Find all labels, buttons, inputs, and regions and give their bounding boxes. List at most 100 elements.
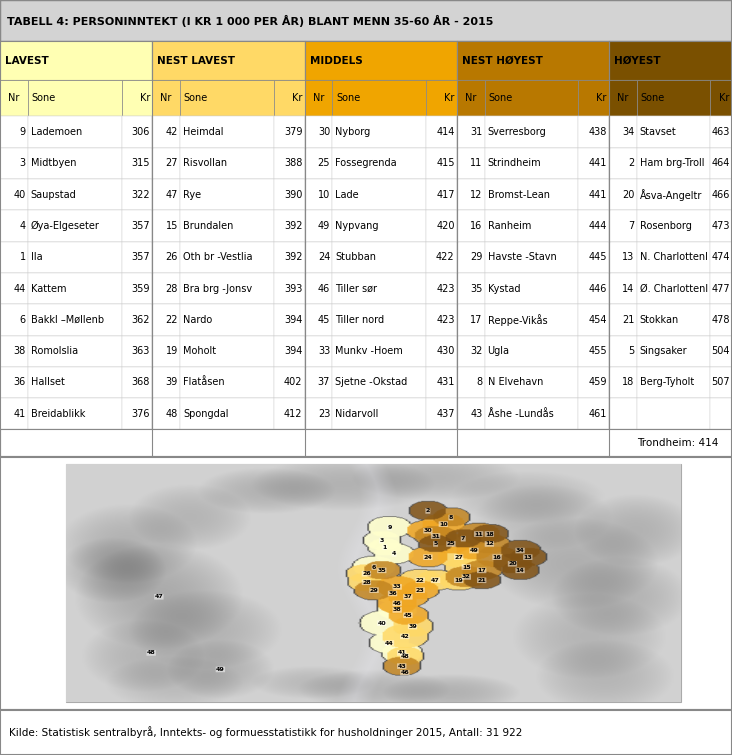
Text: Moholt: Moholt <box>183 346 216 356</box>
Bar <box>710 367 732 398</box>
Bar <box>609 304 637 335</box>
Bar <box>305 148 332 179</box>
Text: Tiller sør: Tiller sør <box>335 284 377 294</box>
Text: 42: 42 <box>165 127 178 137</box>
Bar <box>0 211 732 242</box>
Bar <box>637 242 710 273</box>
Bar <box>180 116 274 148</box>
Bar <box>122 116 152 148</box>
Bar <box>609 116 637 148</box>
Bar <box>578 335 609 367</box>
Text: 17: 17 <box>477 568 486 573</box>
Text: 357: 357 <box>132 252 150 262</box>
Bar <box>332 304 426 335</box>
Bar <box>0 398 28 430</box>
Bar <box>457 211 485 242</box>
Bar <box>0 335 732 367</box>
Text: Kattem: Kattem <box>31 284 66 294</box>
Bar <box>332 211 426 242</box>
Text: Hallset: Hallset <box>31 378 64 387</box>
Text: Midtbyen: Midtbyen <box>31 159 76 168</box>
Bar <box>609 335 637 367</box>
Text: Rye: Rye <box>183 190 201 200</box>
Text: 15: 15 <box>462 565 471 569</box>
Bar <box>457 273 485 304</box>
Bar <box>485 242 578 273</box>
Text: 31: 31 <box>431 534 440 538</box>
Bar <box>28 80 122 116</box>
Bar <box>485 80 578 116</box>
Bar <box>28 179 122 211</box>
Text: 36: 36 <box>13 378 26 387</box>
Text: 26: 26 <box>362 572 371 576</box>
Text: 49: 49 <box>470 548 479 553</box>
Bar <box>152 304 180 335</box>
Text: 45: 45 <box>403 613 412 618</box>
Bar <box>426 304 457 335</box>
Text: N. Charlottenl: N. Charlottenl <box>640 252 708 262</box>
Bar <box>710 335 732 367</box>
Text: 46: 46 <box>318 284 330 294</box>
Text: 423: 423 <box>436 315 455 325</box>
Bar <box>457 116 485 148</box>
Text: 43: 43 <box>397 664 406 669</box>
Bar <box>0 242 732 273</box>
Text: 29: 29 <box>470 252 482 262</box>
Bar <box>0 430 732 457</box>
Text: Sone: Sone <box>336 93 360 103</box>
Text: 27: 27 <box>455 555 463 559</box>
Bar <box>180 335 274 367</box>
Bar <box>609 242 637 273</box>
Bar <box>122 398 152 430</box>
Text: Åsva-Angeltr: Åsva-Angeltr <box>640 189 702 201</box>
Bar <box>122 80 152 116</box>
Text: 37: 37 <box>318 378 330 387</box>
Text: 454: 454 <box>589 315 607 325</box>
Text: Lademoen: Lademoen <box>31 127 82 137</box>
Bar <box>274 148 305 179</box>
Text: 20: 20 <box>508 561 517 566</box>
Text: 22: 22 <box>416 578 425 583</box>
Text: NEST LAVEST: NEST LAVEST <box>157 56 236 66</box>
Text: Singsaker: Singsaker <box>640 346 687 356</box>
Bar <box>609 273 637 304</box>
Bar <box>637 335 710 367</box>
Bar <box>28 211 122 242</box>
Text: Rosenborg: Rosenborg <box>640 221 692 231</box>
Bar <box>485 304 578 335</box>
Bar <box>180 148 274 179</box>
Text: 33: 33 <box>318 346 330 356</box>
Text: 30: 30 <box>424 528 432 533</box>
Bar <box>180 273 274 304</box>
Text: Risvollan: Risvollan <box>183 159 227 168</box>
Bar <box>332 367 426 398</box>
Text: Breidablikk: Breidablikk <box>31 408 85 419</box>
Bar <box>578 304 609 335</box>
Text: Åshe -Lundås: Åshe -Lundås <box>488 408 553 419</box>
Text: 34: 34 <box>516 548 525 553</box>
Bar <box>578 211 609 242</box>
Text: 40: 40 <box>13 190 26 200</box>
Text: 9: 9 <box>387 525 392 530</box>
Bar <box>426 242 457 273</box>
Text: Øya-Elgeseter: Øya-Elgeseter <box>31 221 100 231</box>
Bar <box>332 179 426 211</box>
Text: Sjetne -Okstad: Sjetne -Okstad <box>335 378 408 387</box>
Bar <box>426 335 457 367</box>
Text: 39: 39 <box>165 378 178 387</box>
Bar <box>0 211 28 242</box>
Bar <box>485 116 578 148</box>
Text: 38: 38 <box>393 608 402 612</box>
Bar <box>0 116 28 148</box>
Bar <box>152 80 180 116</box>
Bar <box>578 367 609 398</box>
Bar <box>122 148 152 179</box>
Bar <box>305 80 332 116</box>
Text: Strindheim: Strindheim <box>488 159 541 168</box>
Text: 463: 463 <box>712 127 730 137</box>
Bar <box>180 179 274 211</box>
Bar <box>0 335 28 367</box>
Text: 16: 16 <box>493 555 501 559</box>
Bar <box>0 273 28 304</box>
Text: LAVEST: LAVEST <box>5 56 49 66</box>
